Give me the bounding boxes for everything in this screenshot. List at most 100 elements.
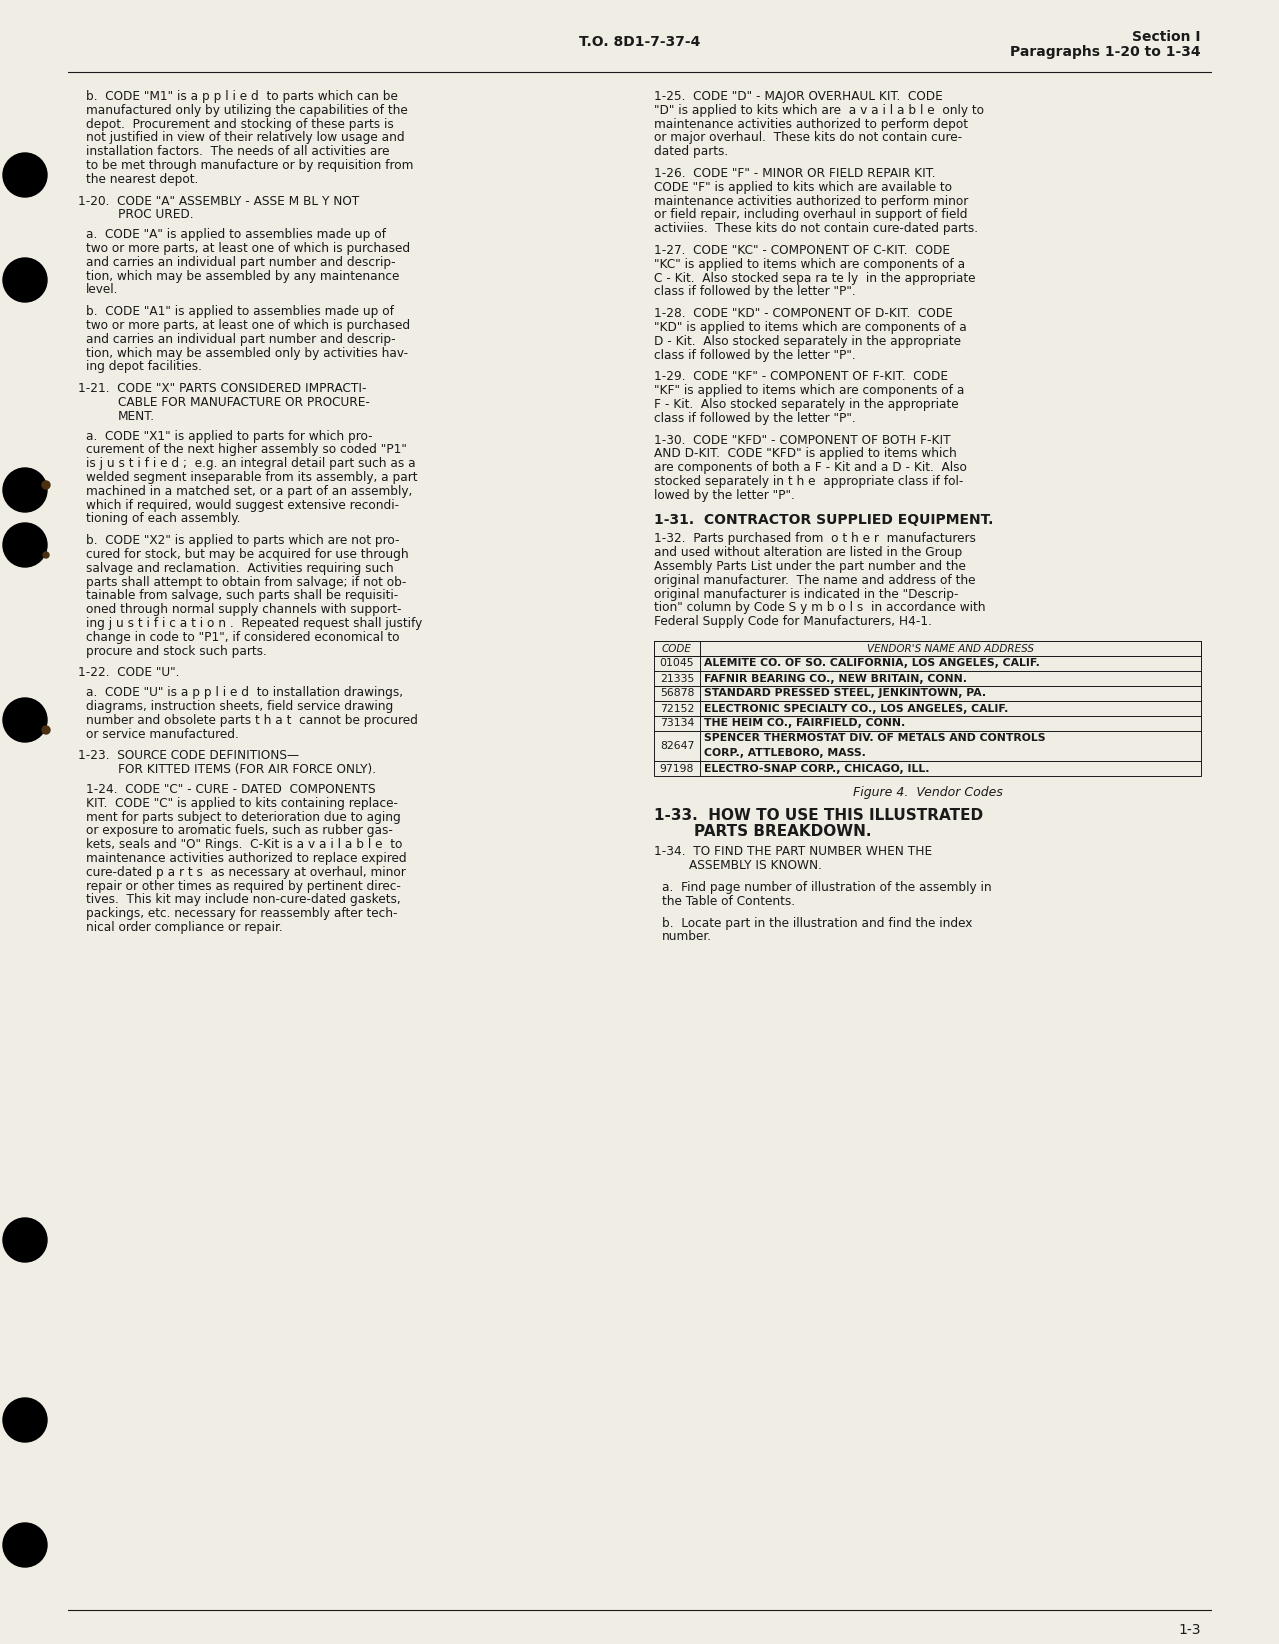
Text: machined in a matched set, or a part of an assembly,: machined in a matched set, or a part of …: [86, 485, 412, 498]
Text: parts shall attempt to obtain from salvage; if not ob-: parts shall attempt to obtain from salva…: [86, 575, 407, 589]
Text: two or more parts, at least one of which is purchased: two or more parts, at least one of which…: [86, 319, 411, 332]
Text: tainable from salvage, such parts shall be requisiti-: tainable from salvage, such parts shall …: [86, 590, 398, 602]
Circle shape: [3, 699, 47, 741]
Text: number.: number.: [663, 931, 712, 944]
Text: ing j u s t i f i c a t i o n .  Repeated request shall justify: ing j u s t i f i c a t i o n . Repeated…: [86, 616, 422, 630]
Text: 1-20.  CODE "A" ASSEMBLY - ASSE M BL Y NOT: 1-20. CODE "A" ASSEMBLY - ASSE M BL Y NO…: [78, 194, 359, 207]
Text: 1-26.  CODE "F" - MINOR OR FIELD REPAIR KIT.: 1-26. CODE "F" - MINOR OR FIELD REPAIR K…: [654, 168, 935, 179]
Text: or exposure to aromatic fuels, such as rubber gas-: or exposure to aromatic fuels, such as r…: [86, 824, 393, 837]
Text: ment for parts subject to deterioration due to aging: ment for parts subject to deterioration …: [86, 810, 400, 824]
Text: 1-24.  CODE "C" - CURE - DATED  COMPONENTS: 1-24. CODE "C" - CURE - DATED COMPONENTS: [86, 783, 376, 796]
Circle shape: [3, 469, 47, 511]
Text: to be met through manufacture or by requisition from: to be met through manufacture or by requ…: [86, 159, 413, 173]
Text: diagrams, instruction sheets, field service drawing: diagrams, instruction sheets, field serv…: [86, 700, 393, 713]
Text: manufactured only by utilizing the capabilities of the: manufactured only by utilizing the capab…: [86, 104, 408, 117]
Circle shape: [42, 727, 50, 733]
Text: change in code to "P1", if considered economical to: change in code to "P1", if considered ec…: [86, 631, 399, 644]
Text: 1-29.  CODE "KF" - COMPONENT OF F-KIT.  CODE: 1-29. CODE "KF" - COMPONENT OF F-KIT. CO…: [654, 370, 948, 383]
Text: b.  CODE "X2" is applied to parts which are not pro-: b. CODE "X2" is applied to parts which a…: [86, 534, 399, 547]
Text: FOR KITTED ITEMS (FOR AIR FORCE ONLY).: FOR KITTED ITEMS (FOR AIR FORCE ONLY).: [118, 763, 376, 776]
Text: 1-22.  CODE "U".: 1-22. CODE "U".: [78, 666, 179, 679]
Text: Federal Supply Code for Manufacturers, H4-1.: Federal Supply Code for Manufacturers, H…: [654, 615, 932, 628]
Text: procure and stock such parts.: procure and stock such parts.: [86, 644, 267, 658]
Text: "KC" is applied to items which are components of a: "KC" is applied to items which are compo…: [654, 258, 966, 271]
Text: a.  CODE "X1" is applied to parts for which pro-: a. CODE "X1" is applied to parts for whi…: [86, 429, 372, 442]
Text: THE HEIM CO., FAIRFIELD, CONN.: THE HEIM CO., FAIRFIELD, CONN.: [703, 718, 906, 728]
Text: T.O. 8D1-7-37-4: T.O. 8D1-7-37-4: [579, 35, 700, 49]
Text: and carries an individual part number and descrip-: and carries an individual part number an…: [86, 332, 395, 345]
Text: Paragraphs 1-20 to 1-34: Paragraphs 1-20 to 1-34: [1010, 44, 1201, 59]
Text: "KD" is applied to items which are components of a: "KD" is applied to items which are compo…: [654, 321, 967, 334]
Text: 21335: 21335: [660, 674, 694, 684]
Text: maintenance activities authorized to replace expired: maintenance activities authorized to rep…: [86, 852, 407, 865]
Circle shape: [3, 1218, 47, 1263]
Text: class if followed by the letter "P".: class if followed by the letter "P".: [654, 286, 856, 299]
Text: two or more parts, at least one of which is purchased: two or more parts, at least one of which…: [86, 242, 411, 255]
Text: original manufacturer.  The name and address of the: original manufacturer. The name and addr…: [654, 574, 976, 587]
Text: tion, which may be assembled by any maintenance: tion, which may be assembled by any main…: [86, 270, 399, 283]
Text: or field repair, including overhaul in support of field: or field repair, including overhaul in s…: [654, 209, 967, 222]
Text: ELECTRONIC SPECIALTY CO., LOS ANGELES, CALIF.: ELECTRONIC SPECIALTY CO., LOS ANGELES, C…: [703, 704, 1008, 713]
Text: 1-33.  HOW TO USE THIS ILLUSTRATED: 1-33. HOW TO USE THIS ILLUSTRATED: [654, 807, 984, 822]
Text: original manufacturer is indicated in the "Descrip-: original manufacturer is indicated in th…: [654, 587, 958, 600]
Text: "D" is applied to kits which are  a v a i l a b l e  only to: "D" is applied to kits which are a v a i…: [654, 104, 984, 117]
Text: the Table of Contents.: the Table of Contents.: [663, 894, 796, 907]
Text: 1-31.  CONTRACTOR SUPPLIED EQUIPMENT.: 1-31. CONTRACTOR SUPPLIED EQUIPMENT.: [654, 513, 994, 526]
Text: b.  CODE "M1" is a p p l i e d  to parts which can be: b. CODE "M1" is a p p l i e d to parts w…: [86, 90, 398, 104]
Text: "KF" is applied to items which are components of a: "KF" is applied to items which are compo…: [654, 385, 964, 398]
Text: depot.  Procurement and stocking of these parts is: depot. Procurement and stocking of these…: [86, 118, 394, 130]
Text: STANDARD PRESSED STEEL, JENKINTOWN, PA.: STANDARD PRESSED STEEL, JENKINTOWN, PA.: [703, 689, 986, 699]
Circle shape: [43, 552, 49, 557]
Circle shape: [3, 153, 47, 197]
Text: a.  CODE "U" is a p p l i e d  to installation drawings,: a. CODE "U" is a p p l i e d to installa…: [86, 686, 403, 699]
Text: CODE: CODE: [663, 643, 692, 654]
Text: 01045: 01045: [660, 659, 694, 669]
Text: and used without alteration are listed in the Group: and used without alteration are listed i…: [654, 546, 962, 559]
Text: 1-32.  Parts purchased from  o t h e r  manufacturers: 1-32. Parts purchased from o t h e r man…: [654, 533, 976, 546]
Text: and carries an individual part number and descrip-: and carries an individual part number an…: [86, 256, 395, 270]
Text: oned through normal supply channels with support-: oned through normal supply channels with…: [86, 603, 402, 616]
Text: PROC URED.: PROC URED.: [118, 209, 193, 222]
Text: repair or other times as required by pertinent direc-: repair or other times as required by per…: [86, 880, 400, 893]
Text: are components of both a F - Kit and a D - Kit.  Also: are components of both a F - Kit and a D…: [654, 462, 967, 473]
Text: Section I: Section I: [1132, 30, 1201, 44]
Text: cure-dated p a r t s  as necessary at overhaul, minor: cure-dated p a r t s as necessary at ove…: [86, 866, 405, 880]
Text: level.: level.: [86, 283, 119, 296]
Text: stocked separately in t h e  appropriate class if fol-: stocked separately in t h e appropriate …: [654, 475, 963, 488]
Circle shape: [3, 523, 47, 567]
Text: 1-25.  CODE "D" - MAJOR OVERHAUL KIT.  CODE: 1-25. CODE "D" - MAJOR OVERHAUL KIT. COD…: [654, 90, 943, 104]
Circle shape: [3, 1397, 47, 1442]
Text: PARTS BREAKDOWN.: PARTS BREAKDOWN.: [694, 824, 871, 838]
Text: activiies.  These kits do not contain cure-dated parts.: activiies. These kits do not contain cur…: [654, 222, 978, 235]
Text: 1-30.  CODE "KFD" - COMPONENT OF BOTH F-KIT: 1-30. CODE "KFD" - COMPONENT OF BOTH F-K…: [654, 434, 950, 447]
Text: CORP., ATTLEBORO, MASS.: CORP., ATTLEBORO, MASS.: [703, 748, 866, 758]
Text: 72152: 72152: [660, 704, 694, 713]
Text: 73134: 73134: [660, 718, 694, 728]
Text: 1-3: 1-3: [1178, 1623, 1201, 1637]
Text: cured for stock, but may be acquired for use through: cured for stock, but may be acquired for…: [86, 547, 408, 561]
Text: 1-28.  CODE "KD" - COMPONENT OF D-KIT.  CODE: 1-28. CODE "KD" - COMPONENT OF D-KIT. CO…: [654, 307, 953, 321]
Text: ELECTRO-SNAP CORP., CHICAGO, ILL.: ELECTRO-SNAP CORP., CHICAGO, ILL.: [703, 763, 930, 773]
Text: 97198: 97198: [660, 763, 694, 773]
Bar: [654, 641, 1201, 776]
Text: number and obsolete parts t h a t  cannot be procured: number and obsolete parts t h a t cannot…: [86, 713, 418, 727]
Text: class if followed by the letter "P".: class if followed by the letter "P".: [654, 411, 856, 424]
Text: Figure 4.  Vendor Codes: Figure 4. Vendor Codes: [853, 786, 1003, 799]
Text: packings, etc. necessary for reassembly after tech-: packings, etc. necessary for reassembly …: [86, 907, 398, 921]
Text: 1-34.  TO FIND THE PART NUMBER WHEN THE: 1-34. TO FIND THE PART NUMBER WHEN THE: [654, 845, 932, 858]
Text: ALEMITE CO. OF SO. CALIFORNIA, LOS ANGELES, CALIF.: ALEMITE CO. OF SO. CALIFORNIA, LOS ANGEL…: [703, 659, 1040, 669]
Text: a.  CODE "A" is applied to assemblies made up of: a. CODE "A" is applied to assemblies mad…: [86, 229, 386, 242]
Text: not justified in view of their relatively low usage and: not justified in view of their relativel…: [86, 132, 404, 145]
Text: the nearest depot.: the nearest depot.: [86, 173, 198, 186]
Text: tion, which may be assembled only by activities hav-: tion, which may be assembled only by act…: [86, 347, 408, 360]
Text: welded segment inseparable from its assembly, a part: welded segment inseparable from its asse…: [86, 470, 417, 483]
Text: or service manufactured.: or service manufactured.: [86, 728, 239, 740]
Text: a.  Find page number of illustration of the assembly in: a. Find page number of illustration of t…: [663, 881, 991, 894]
Circle shape: [3, 1522, 47, 1567]
Text: class if followed by the letter "P".: class if followed by the letter "P".: [654, 349, 856, 362]
Text: maintenance activities authorized to perform minor: maintenance activities authorized to per…: [654, 194, 968, 207]
Text: KIT.  CODE "C" is applied to kits containing replace-: KIT. CODE "C" is applied to kits contain…: [86, 797, 398, 810]
Text: 1-23.  SOURCE CODE DEFINITIONS—: 1-23. SOURCE CODE DEFINITIONS—: [78, 750, 299, 763]
Text: which if required, would suggest extensive recondi-: which if required, would suggest extensi…: [86, 498, 399, 511]
Text: ing depot facilities.: ing depot facilities.: [86, 360, 202, 373]
